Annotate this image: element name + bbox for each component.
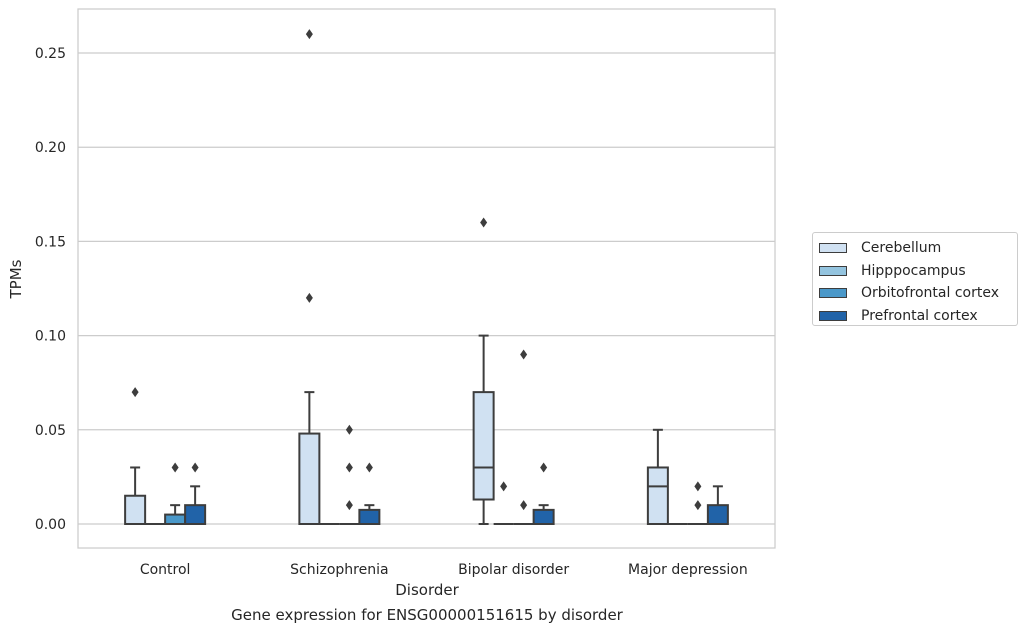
legend-swatch xyxy=(819,288,847,299)
y-axis-label: TPMs xyxy=(7,259,25,299)
outlier-point xyxy=(365,462,373,473)
outlier-point xyxy=(345,462,353,473)
box-prefrontal-cortex xyxy=(358,462,381,525)
legend: Cerebellum Hipppocampus Orbitofrontal cort… xyxy=(812,232,1018,326)
box-orbitofrontal-cortex xyxy=(513,349,534,525)
outlier-point xyxy=(191,462,199,473)
y-tick-label: 0.15 xyxy=(35,234,66,250)
y-tick-label: 0.05 xyxy=(35,423,66,439)
box-cerebellum xyxy=(472,217,495,525)
box-body xyxy=(706,504,729,526)
box-body xyxy=(646,466,669,526)
outlier-point xyxy=(520,349,528,360)
y-tick-label: 0.10 xyxy=(35,329,66,345)
legend-swatch xyxy=(819,265,847,276)
legend-label: Orbitofrontal cortex xyxy=(861,285,999,302)
outlier-point xyxy=(694,481,702,492)
box-orbitofrontal-cortex xyxy=(164,462,187,526)
legend-label: Hipppocampus xyxy=(861,262,966,279)
box-cerebellum xyxy=(124,387,147,525)
box-prefrontal-cortex xyxy=(532,462,555,525)
grid-lines xyxy=(78,52,775,525)
x-tick-label: Bipolar disorder xyxy=(458,562,569,578)
legend-label: Cerebellum xyxy=(861,240,942,257)
y-tick-label: 0.00 xyxy=(35,517,66,533)
box-body xyxy=(472,391,495,501)
y-tick-label: 0.25 xyxy=(35,46,66,62)
plot-area-frame xyxy=(77,8,776,549)
x-tick-label: Schizophrenia xyxy=(290,562,388,578)
box-body xyxy=(164,513,187,526)
legend-label: Prefrontal cortex xyxy=(861,308,978,325)
outlier-point xyxy=(480,217,488,228)
legend-item: Hipppocampus xyxy=(819,260,1017,283)
box-body xyxy=(184,504,207,526)
outlier-point xyxy=(305,292,313,303)
box-hipppocampus xyxy=(493,481,514,525)
figure-caption: Gene expression for ENSG00000151615 by d… xyxy=(231,606,623,624)
legend-swatch xyxy=(819,311,847,322)
box-prefrontal-cortex xyxy=(184,462,207,526)
box-orbitofrontal-cortex xyxy=(687,481,708,525)
legend-item: Orbitofrontal cortex xyxy=(819,282,1017,305)
boxes xyxy=(124,29,729,526)
outlier-point xyxy=(540,462,548,473)
box-body xyxy=(124,494,147,525)
outlier-point xyxy=(171,462,179,473)
y-tick-label: 0.20 xyxy=(35,140,66,156)
x-tick-label: Control xyxy=(140,562,191,578)
box-cerebellum xyxy=(646,428,669,526)
x-axis-label: Disorder xyxy=(395,581,459,599)
legend-swatch xyxy=(819,243,847,254)
outlier-point xyxy=(520,500,528,511)
outlier-point xyxy=(500,481,508,492)
box-body xyxy=(532,508,555,525)
box-body xyxy=(358,508,381,525)
tick-labels: 0.00 0.05 0.10 0.15 0.20 0.25 Control Schizophr… xyxy=(35,46,748,578)
x-tick-label: Major depression xyxy=(628,562,748,578)
outlier-point xyxy=(345,424,353,435)
box-prefrontal-cortex xyxy=(706,485,729,526)
outlier-point xyxy=(131,387,139,398)
outlier-point xyxy=(305,29,313,40)
outlier-point xyxy=(694,500,702,511)
outlier-point xyxy=(345,500,353,511)
legend-item: Prefrontal cortex xyxy=(819,305,1017,328)
legend-item: Cerebellum xyxy=(819,237,1017,260)
box-orbitofrontal-cortex xyxy=(339,424,360,525)
box-body xyxy=(298,432,321,525)
box-cerebellum xyxy=(298,29,321,525)
